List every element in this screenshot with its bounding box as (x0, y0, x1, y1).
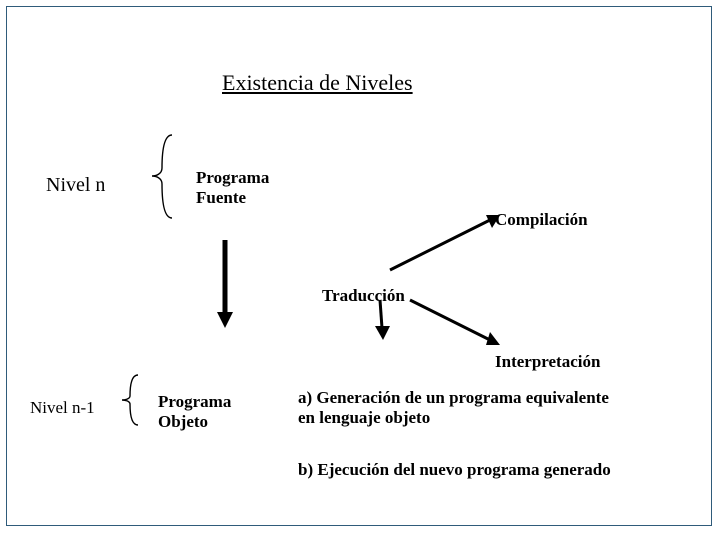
item-a-text: a) Generación de un programa equivalente… (298, 388, 628, 427)
item-b-text: b) Ejecución del nuevo programa generado (298, 460, 628, 480)
label-traduccion: Traducción (322, 286, 405, 306)
label-interpretacion: Interpretación (495, 352, 600, 372)
label-nivel-n-1: Nivel n-1 (30, 398, 95, 418)
label-programa-objeto-line1: Programa (158, 392, 231, 412)
label-compilacion: Compilación (495, 210, 588, 230)
label-programa-fuente-line1: Programa (196, 168, 269, 188)
slide-title: Existencia de Niveles (222, 70, 413, 96)
label-nivel-n: Nivel n (46, 174, 105, 197)
label-programa-objeto-line2: Objeto (158, 412, 208, 432)
label-programa-fuente-line2: Fuente (196, 188, 246, 208)
